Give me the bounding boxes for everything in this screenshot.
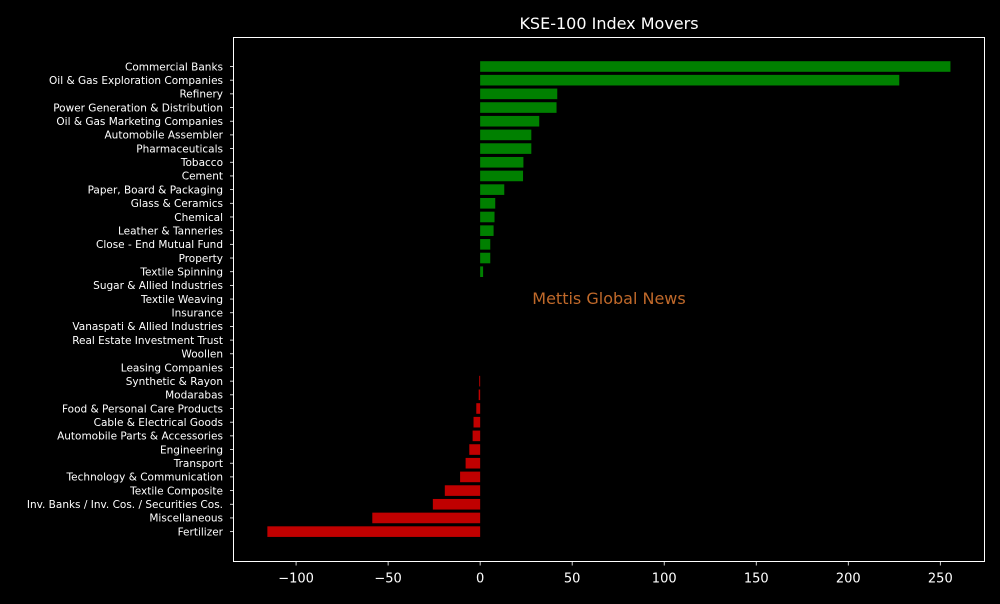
bar [469, 444, 481, 455]
category-label: Paper, Board & Packaging [88, 184, 223, 196]
category-label: Oil & Gas Exploration Companies [49, 75, 223, 87]
category-label: Inv. Banks / Inv. Cos. / Securities Cos. [27, 499, 223, 511]
category-label: Oil & Gas Marketing Companies [56, 116, 223, 128]
category-label: Automobile Assembler [105, 130, 224, 142]
category-labels: Commercial Banks Oil & Gas Exploration Co… [27, 61, 234, 538]
bar [465, 457, 481, 469]
category-label: Tobacco [180, 157, 223, 169]
bar [480, 143, 532, 154]
bar [480, 88, 558, 100]
bar [372, 512, 481, 524]
category-label: Technology & Communication [66, 472, 223, 484]
category-label: Real Estate Investment Trust [72, 335, 223, 347]
category-label: Pharmaceuticals [136, 143, 223, 155]
category-label: Leather & Tanneries [118, 225, 223, 237]
x-axis: −100 −50 0 50 100 150 200 250 [278, 561, 953, 587]
bar [479, 375, 481, 387]
category-label: Leasing Companies [121, 362, 223, 374]
category-label: Cement [182, 171, 223, 183]
x-tick-label: −50 [374, 572, 401, 587]
bar [480, 61, 951, 72]
axes-frame [233, 37, 985, 562]
category-label: Sugar & Allied Industries [93, 280, 223, 292]
category-label: Transport [173, 458, 223, 470]
bar [480, 225, 494, 236]
bar [480, 74, 900, 86]
category-label: Fertilizer [178, 526, 224, 538]
bar [480, 102, 557, 113]
bar [480, 266, 484, 277]
bar [480, 239, 491, 250]
category-label: Textile Weaving [140, 294, 223, 306]
category-label: Miscellaneous [149, 513, 223, 525]
category-label: Synthetic & Rayon [126, 376, 223, 388]
bar [480, 198, 496, 209]
category-label: Property [179, 253, 223, 265]
x-tick-label: 50 [564, 572, 581, 587]
category-label: Vanaspati & Allied Industries [72, 321, 223, 333]
bar [480, 156, 524, 168]
category-label: Close - End Mutual Fund [96, 239, 223, 251]
category-label: Automobile Parts & Accessories [57, 431, 223, 443]
chart-title: KSE-100 Index Movers [519, 14, 698, 33]
bars-layer [267, 61, 951, 537]
category-label: Commercial Banks [125, 61, 223, 73]
bar [480, 129, 532, 141]
category-label: Insurance [171, 308, 223, 320]
bar [473, 416, 481, 428]
bar [480, 170, 524, 182]
x-tick-label: 200 [836, 572, 861, 587]
bar [432, 498, 481, 510]
x-tick-label: 100 [652, 572, 677, 587]
category-label: Food & Personal Care Products [62, 403, 223, 415]
bar [472, 430, 481, 442]
x-tick-label: 250 [928, 572, 953, 587]
bar [267, 526, 481, 537]
x-tick-label: 0 [476, 572, 484, 587]
bar [460, 471, 481, 483]
bar [480, 184, 505, 195]
bar [480, 115, 540, 127]
category-label: Glass & Ceramics [131, 198, 223, 210]
category-label: Power Generation & Distribution [53, 102, 223, 114]
x-tick-label: −100 [278, 572, 314, 587]
category-label: Modarabas [165, 390, 223, 402]
bar [480, 252, 491, 264]
x-tick-label: 150 [744, 572, 769, 587]
bar [478, 389, 481, 401]
bar [444, 485, 481, 496]
bar [476, 403, 481, 414]
category-label: Chemical [174, 212, 223, 224]
bar [480, 211, 495, 223]
watermark-text: Mettis Global News [532, 289, 685, 308]
category-label: Textile Composite [129, 485, 223, 497]
category-label: Textile Spinning [139, 267, 223, 279]
category-label: Refinery [179, 89, 223, 101]
category-label: Cable & Electrical Goods [94, 417, 223, 429]
category-label: Woollen [181, 349, 223, 361]
category-label: Engineering [160, 444, 223, 456]
